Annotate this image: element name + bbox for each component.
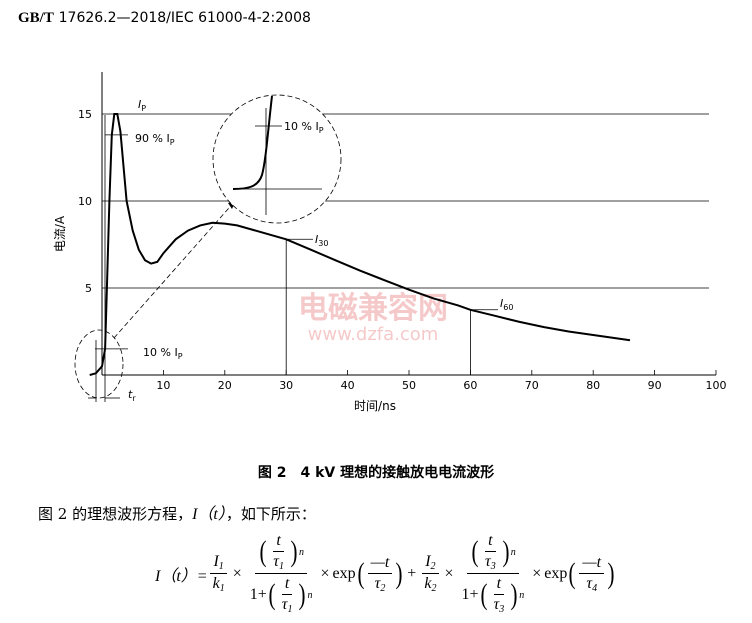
current-waveform-line bbox=[89, 113, 631, 376]
eq-frac-term1: (t τ1) n 1+(t τ1) n bbox=[249, 532, 313, 615]
intro-lead: 图 2 的理想波形方程， bbox=[38, 505, 193, 523]
ninety-percent-label: 90 % IP bbox=[135, 132, 175, 147]
rise-time-label: tr bbox=[128, 388, 136, 403]
x-tick-label-70: 70 bbox=[525, 379, 539, 392]
zoom-ten-percent-label: 10 % IP bbox=[284, 120, 324, 135]
eq-exp2: (—t τ4) bbox=[568, 553, 615, 594]
x-tick-label-80: 80 bbox=[586, 379, 600, 392]
eq-lhs: I（t）= bbox=[155, 567, 208, 585]
x-tick-label-10: 10 bbox=[156, 379, 170, 392]
standard-number: 17626.2—2018/IEC 61000-4-2:2008 bbox=[58, 10, 311, 26]
zoom-waveform-line bbox=[232, 95, 273, 190]
eq-frac-i2-k2: I2 k2 bbox=[421, 553, 439, 594]
x-axis-label: 时间/ns bbox=[354, 399, 396, 413]
x-tick-label-50: 50 bbox=[402, 379, 416, 392]
y-tick-label-15: 15 bbox=[78, 108, 92, 121]
intro-function: I（t） bbox=[192, 506, 226, 523]
zoom-circle bbox=[212, 94, 342, 224]
eq-exp1: (—t τ2) bbox=[357, 553, 403, 594]
x-tick-label-40: 40 bbox=[341, 379, 355, 392]
waveform-chart: 10 20 30 40 50 60 70 80 90 100 5 10 15 时间/ns 电流/A 电磁… bbox=[53, 72, 727, 413]
ten-percent-label: 10 % IP bbox=[143, 346, 183, 361]
intro-text: 图 2 的理想波形方程，I（t），如下所示： bbox=[38, 500, 316, 524]
i30-label: I30 bbox=[315, 233, 328, 248]
intro-tail: ，如下所示： bbox=[225, 505, 316, 523]
zoom-inset: 10 % IP bbox=[212, 94, 342, 224]
x-tick-label-100: 100 bbox=[706, 379, 727, 392]
zoom-pointer-line bbox=[113, 199, 237, 339]
x-tick-label-60: 60 bbox=[463, 379, 477, 392]
i60-label: I60 bbox=[500, 297, 513, 312]
standard-header: GB/T 17626.2—2018/IEC 61000-4-2:2008 bbox=[18, 8, 311, 27]
y-tick-label-5: 5 bbox=[85, 282, 92, 295]
x-tick-label-30: 30 bbox=[279, 379, 293, 392]
peak-label: IP bbox=[138, 98, 146, 113]
chart-ticks: 10 20 30 40 50 60 70 80 90 100 5 10 15 bbox=[78, 108, 727, 392]
zoom-source-circle bbox=[74, 329, 124, 399]
eq-frac-i1-k1: I1 k1 bbox=[210, 553, 228, 594]
chart-grid bbox=[102, 113, 709, 289]
eq-frac-term2: (t τ3) n 1+(t τ3) n bbox=[461, 532, 525, 615]
standard-prefix: GB/T bbox=[18, 10, 54, 26]
y-axis-label: 电流/A bbox=[53, 215, 67, 252]
watermark-text: 电磁兼容网 bbox=[298, 291, 448, 326]
waveform-equation: I（t）= I1 k1 × (t τ1) n 1+(t τ1) n × exp (—t τ… bbox=[155, 532, 615, 615]
watermark-url: www.dzfa.com bbox=[308, 324, 439, 345]
x-tick-label-20: 20 bbox=[218, 379, 232, 392]
y-tick-label-10: 10 bbox=[78, 195, 92, 208]
x-tick-label-90: 90 bbox=[648, 379, 662, 392]
figure-caption: 图 2 4 kV 理想的接触放电电流波形 bbox=[257, 465, 495, 481]
